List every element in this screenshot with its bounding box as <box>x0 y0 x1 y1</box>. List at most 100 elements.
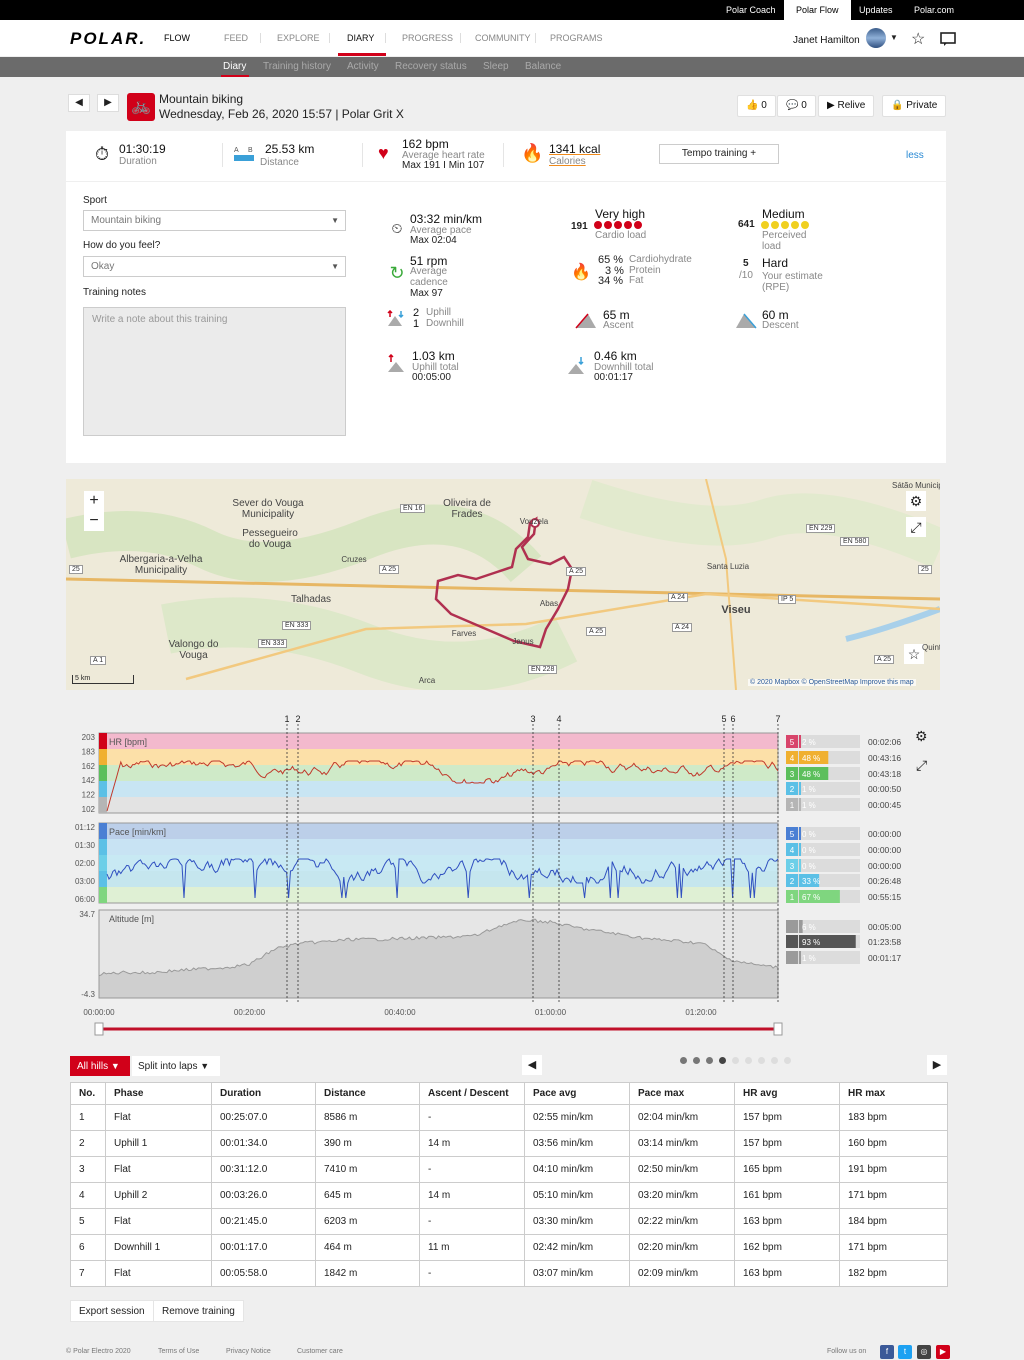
zoom-in-button[interactable]: + <box>84 491 104 511</box>
instagram-icon[interactable]: ◎ <box>917 1345 931 1359</box>
page-dot[interactable] <box>732 1057 739 1064</box>
cell-pace-avg: 03:56 min/km <box>524 1130 630 1157</box>
comment-button[interactable]: 💬 0 <box>777 95 816 117</box>
zone-bar-fill <box>799 874 820 887</box>
zone-time: 00:01:17 <box>868 953 901 963</box>
like-button[interactable]: 👍 0 <box>737 95 776 117</box>
y-tick-label: 142 <box>82 776 96 785</box>
col-ascent-descent: Ascent / Descent <box>419 1082 525 1105</box>
nav-progress[interactable]: PROGRESS <box>402 33 454 43</box>
twitter-icon[interactable]: t <box>898 1345 912 1359</box>
altitude-area <box>98 918 779 999</box>
page-dot[interactable] <box>745 1057 752 1064</box>
chart-settings-gear-icon[interactable]: ⚙ <box>915 728 928 744</box>
link-polar-coach[interactable]: Polar Coach <box>726 5 776 15</box>
split-into-laps-dropdown[interactable]: Split into laps ▼ <box>132 1056 220 1076</box>
nav-explore[interactable]: EXPLORE <box>277 33 320 43</box>
page-dot[interactable] <box>771 1057 778 1064</box>
zone-band <box>99 887 778 903</box>
page-dot[interactable] <box>680 1057 687 1064</box>
relive-button[interactable]: ▶ Relive <box>818 95 875 117</box>
table-row: 2 Uphill 1 00:01:34.0 390 m 14 m 03:56 min/km… <box>70 1130 948 1157</box>
map-label: Farves <box>451 629 477 638</box>
zone-band <box>99 765 778 781</box>
map-attribution[interactable]: © 2020 Mapbox © OpenStreetMap Improve th… <box>748 679 916 686</box>
road-label: A 25 <box>874 655 895 664</box>
customer-care-link[interactable]: Customer care <box>297 1348 343 1355</box>
zone-bar-fill <box>799 767 829 780</box>
panel-title: Pace [min/km] <box>109 827 166 837</box>
product-name: FLOW <box>164 33 190 43</box>
lap-marker-label: 5 <box>721 714 726 724</box>
route-map[interactable]: + − ⚙ ⤢ ☆ Sever do Vouga Municipality Pe… <box>66 479 940 690</box>
privacy-link[interactable]: Privacy Notice <box>226 1348 271 1355</box>
downhill-total-label: Downhill total <box>594 362 654 373</box>
all-hills-dropdown[interactable]: All hills ▼ <box>70 1056 130 1076</box>
fullscreen-icon[interactable]: ⤢ <box>906 517 926 537</box>
next-training-button[interactable]: ▶ <box>97 94 119 112</box>
cardio-load-value: Very high <box>595 207 646 221</box>
remove-training-button[interactable]: Remove training <box>153 1300 244 1322</box>
export-session-button[interactable]: Export session <box>70 1300 154 1322</box>
zoom-out-button[interactable]: − <box>84 511 104 531</box>
zone-band <box>99 839 778 855</box>
message-icon[interactable] <box>940 32 956 46</box>
training-charts[interactable]: HR [bpm] 203 183 162 142 122 102 Pace [min/km] 0… <box>66 710 946 1040</box>
table-header-row: No. Phase Duration Distance Ascent / Des… <box>70 1082 948 1105</box>
privacy-button[interactable]: 🔒 Private <box>882 95 947 117</box>
nav-community[interactable]: COMMUNITY <box>475 33 531 43</box>
sport-select[interactable]: Mountain biking ▼ <box>83 210 346 231</box>
prev-page-button[interactable]: ◀ <box>522 1055 542 1075</box>
zone-percent: 0 % <box>802 862 816 871</box>
road-label: A 25 <box>566 567 587 576</box>
cell-ascent-descent: 14 m <box>419 1182 525 1209</box>
youtube-icon[interactable]: ▶ <box>936 1345 950 1359</box>
page-dot[interactable] <box>706 1057 713 1064</box>
avatar[interactable] <box>866 28 886 48</box>
page-dot[interactable] <box>784 1057 791 1064</box>
polar-logo[interactable]: POLAR. <box>70 29 147 48</box>
subnav-diary[interactable]: Diary <box>223 61 247 72</box>
page-dot[interactable] <box>758 1057 765 1064</box>
user-name[interactable]: Janet Hamilton <box>793 35 860 46</box>
zone-number: 1 <box>790 801 795 810</box>
nav-programs[interactable]: PROGRAMS <box>550 33 603 43</box>
sub-nav: Diary Training history Activity Recovery… <box>0 57 1024 77</box>
tempo-training-button[interactable]: Tempo training + <box>659 144 779 164</box>
cell-pace-max: 02:22 min/km <box>629 1208 735 1235</box>
settings-gear-icon[interactable]: ⚙ <box>906 491 926 511</box>
arrow-left-icon: ◀ <box>75 97 83 108</box>
subnav-balance[interactable]: Balance <box>525 61 562 72</box>
page-dot[interactable] <box>693 1057 700 1064</box>
map-canvas[interactable] <box>66 479 940 690</box>
terms-link[interactable]: Terms of Use <box>158 1348 200 1355</box>
zone-bar-fill <box>799 935 856 948</box>
link-polar-com[interactable]: Polar.com <box>914 5 955 15</box>
nav-feed[interactable]: FEED <box>224 33 249 43</box>
link-updates[interactable]: Updates <box>859 5 893 15</box>
subnav-recovery-status[interactable]: Recovery status <box>395 61 467 72</box>
chevron-down-icon[interactable]: ▼ <box>890 33 898 42</box>
nav-diary[interactable]: DIARY <box>347 33 375 43</box>
prev-training-button[interactable]: ◀ <box>68 94 90 112</box>
training-notes-input[interactable]: Write a note about this training <box>83 307 346 436</box>
page-dot[interactable] <box>719 1057 726 1064</box>
subnav-training-history[interactable]: Training history <box>263 61 331 72</box>
subnav-activity[interactable]: Activity <box>347 61 379 72</box>
next-page-button[interactable]: ▶ <box>927 1055 947 1075</box>
zone-percent: 67 % <box>802 893 820 902</box>
less-link[interactable]: less <box>906 150 924 161</box>
map-label: Valongo do Vouga <box>168 639 219 661</box>
feel-select[interactable]: Okay ▼ <box>83 256 346 277</box>
map-label: Sever do Vouga Municipality <box>232 498 304 520</box>
cell-no: 5 <box>70 1208 106 1235</box>
favorite-star-icon[interactable]: ☆ <box>904 644 924 664</box>
zone-time: 00:00:00 <box>868 829 901 839</box>
link-polar-flow[interactable]: Polar Flow <box>784 0 851 20</box>
chart-fullscreen-icon[interactable]: ⤢ <box>916 757 928 773</box>
facebook-icon[interactable]: f <box>880 1345 894 1359</box>
star-icon[interactable]: ☆ <box>911 31 926 48</box>
subnav-sleep[interactable]: Sleep <box>483 61 509 72</box>
